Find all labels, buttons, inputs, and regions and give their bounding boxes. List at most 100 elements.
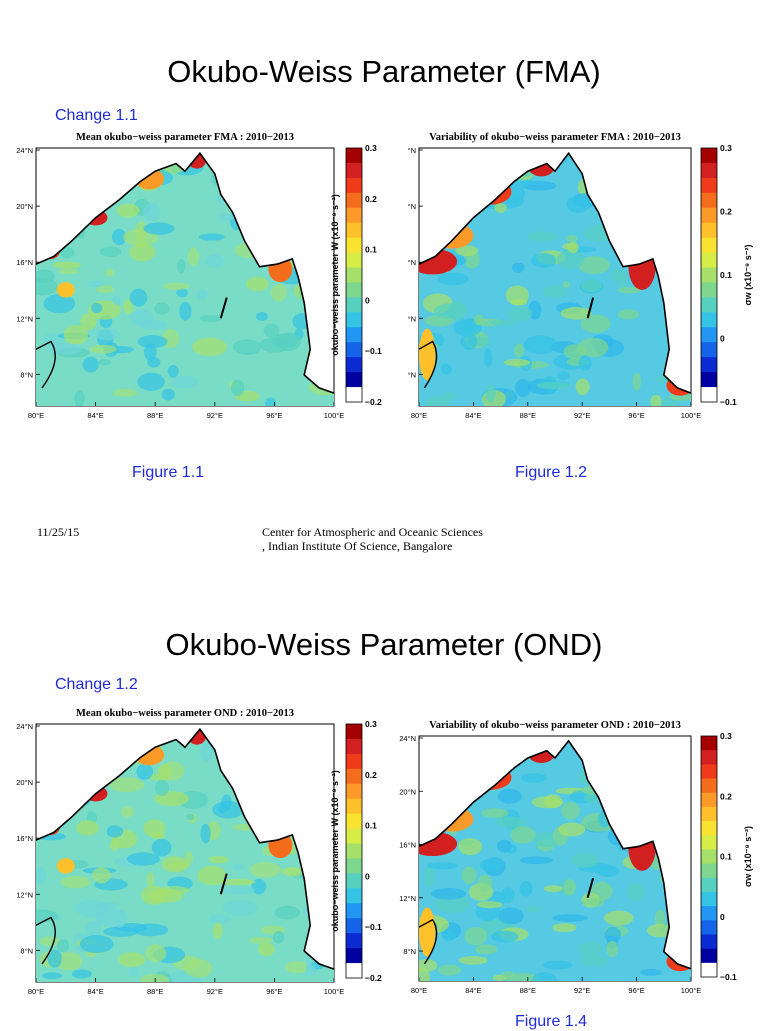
- coastline: [35, 727, 335, 970]
- colorbar-segment: [346, 843, 362, 859]
- colorbar-segment: [701, 312, 717, 328]
- colorbar-segment: [346, 933, 362, 949]
- lat-tick-label: 16°N: [16, 834, 33, 843]
- colorbar-segment: [701, 148, 717, 164]
- lat-tick-label: 20°N: [16, 778, 33, 787]
- footer-organization: Center for Atmospheric and Oceanic Scien…: [262, 525, 483, 553]
- coastline: [418, 151, 692, 394]
- lat-tick-label: 8°N: [403, 947, 416, 956]
- colorbar-tick-label: 0.1: [365, 245, 377, 255]
- colorbar-tick-label: −0.1: [720, 972, 737, 982]
- lat-tick-label: °N: [408, 146, 416, 155]
- colorbar-segment: [346, 177, 362, 194]
- colorbar-segment: [701, 192, 717, 209]
- colorbar-segment: [346, 888, 362, 904]
- colorbar-segment: [346, 738, 362, 755]
- lon-tick-label: 96°E: [266, 411, 282, 420]
- lat-tick-label: 24°N: [16, 722, 33, 731]
- figure-1-4-caption: Figure 1.4: [515, 1013, 588, 1030]
- colorbar-tick-label: −0.1: [365, 922, 382, 932]
- colorbar-tick-label: 0.1: [365, 821, 377, 831]
- lon-tick-label: 84°E: [465, 986, 481, 995]
- mean-ow-ond-map: Mean okubo−weiss parameter OND : 2010−20…: [16, 708, 382, 996]
- lon-tick-label: 100°E: [324, 411, 345, 420]
- coastline: [418, 739, 692, 970]
- colorbar-segment: [346, 948, 362, 964]
- lat-tick-label: °N: [408, 258, 416, 267]
- colorbar-tick-label: 0.3: [365, 143, 377, 153]
- colorbar-segment: [701, 282, 717, 298]
- colorbar-segment: [346, 783, 362, 800]
- colorbar-segment: [346, 813, 362, 830]
- colorbar-tick-label: 0.3: [720, 731, 732, 741]
- colorbar-segment: [701, 297, 717, 313]
- lat-tick-label: 8°N: [20, 946, 33, 955]
- colorbar-segment: [701, 162, 717, 179]
- colorbar-segment: [346, 162, 362, 179]
- lat-tick-label: 12°N: [16, 314, 33, 323]
- colorbar-segment: [701, 891, 717, 907]
- lon-tick-label: 92°E: [207, 987, 223, 996]
- lon-tick-label: 92°E: [207, 411, 223, 420]
- lon-tick-label: 84°E: [465, 411, 481, 420]
- slide-1-title: Okubo-Weiss Parameter (FMA): [167, 54, 601, 89]
- lat-tick-label: °N: [408, 202, 416, 211]
- lon-tick-label: 80°E: [28, 411, 44, 420]
- colorbar-segment: [701, 948, 717, 964]
- colorbar-segment: [346, 828, 362, 845]
- colorbar-segment: [701, 357, 717, 373]
- colorbar-tick-label: 0.1: [720, 852, 732, 862]
- colorbar-segment: [346, 267, 362, 283]
- variability-ow-ond-map: Variability of okubo−weiss parameter OND…: [399, 720, 753, 995]
- colorbar-segment: [346, 252, 362, 269]
- colorbar-segment: [701, 792, 717, 808]
- footer-org-line-1: Center for Atmospheric and Oceanic Scien…: [262, 525, 483, 539]
- colorbar-label: okubo−weiss parameter W (x10⁻⁹ s⁻²): [330, 194, 340, 356]
- map-title: Variability of okubo−weiss parameter FMA…: [429, 132, 681, 143]
- sri-lanka-coast: [35, 340, 56, 389]
- colorbar-segment: [701, 267, 717, 283]
- sri-lanka-coast: [418, 918, 438, 965]
- lon-tick-label: 80°E: [411, 986, 427, 995]
- change-1-2-link[interactable]: Change 1.2: [55, 676, 138, 693]
- colorbar-segment: [701, 778, 717, 794]
- map-title: Mean okubo−weiss parameter OND : 2010−20…: [76, 708, 294, 719]
- colorbar-segment: [346, 372, 362, 388]
- colorbar-segment: [701, 934, 717, 950]
- colorbar-tick-label: 0.1: [720, 270, 732, 280]
- colorbar-tick-label: 0.3: [365, 719, 377, 729]
- lon-tick-label: 92°E: [574, 411, 590, 420]
- colorbar-tick-label: 0.3: [720, 143, 732, 153]
- lon-tick-label: 88°E: [520, 986, 536, 995]
- colorbar-segment: [701, 736, 717, 751]
- colorbar-segment: [346, 148, 362, 164]
- colorbar-tick-label: 0: [720, 334, 725, 344]
- lon-tick-label: 96°E: [628, 986, 644, 995]
- colorbar-segment: [701, 222, 717, 239]
- colorbar-segment: [346, 342, 362, 358]
- colorbar-segment: [346, 798, 362, 815]
- change-1-1-link[interactable]: Change 1.1: [55, 107, 138, 124]
- colorbar-segment: [701, 207, 717, 224]
- colorbar-segment: [346, 282, 362, 298]
- coastline: [35, 151, 335, 394]
- footer-date: 11/25/15: [37, 525, 80, 539]
- colorbar-segment: [701, 342, 717, 358]
- colorbar-tick-label: 0.2: [720, 207, 732, 217]
- lat-tick-label: 12°N: [16, 890, 33, 899]
- map-title: Mean okubo−weiss parameter FMA : 2010−20…: [76, 132, 294, 143]
- colorbar-segment: [701, 835, 717, 850]
- colorbar-segment: [346, 753, 362, 770]
- lat-tick-label: 12°N: [399, 894, 416, 903]
- andaman-islands: [586, 297, 595, 319]
- sri-lanka-coast: [35, 916, 56, 965]
- colorbar-label: σw (x10⁻⁹ s⁻²): [743, 826, 753, 887]
- colorbar-tick-label: 0.2: [720, 791, 732, 801]
- lat-tick-label: 20°N: [399, 787, 416, 796]
- lat-tick-label: 24°N: [399, 734, 416, 743]
- lon-tick-label: 100°E: [681, 411, 702, 420]
- lat-tick-label: 20°N: [16, 202, 33, 211]
- sri-lanka-coast: [418, 340, 438, 389]
- colorbar-segment: [346, 724, 362, 740]
- colorbar-label: okubo−weiss parameter W (x10⁻⁹ s⁻²): [330, 770, 340, 932]
